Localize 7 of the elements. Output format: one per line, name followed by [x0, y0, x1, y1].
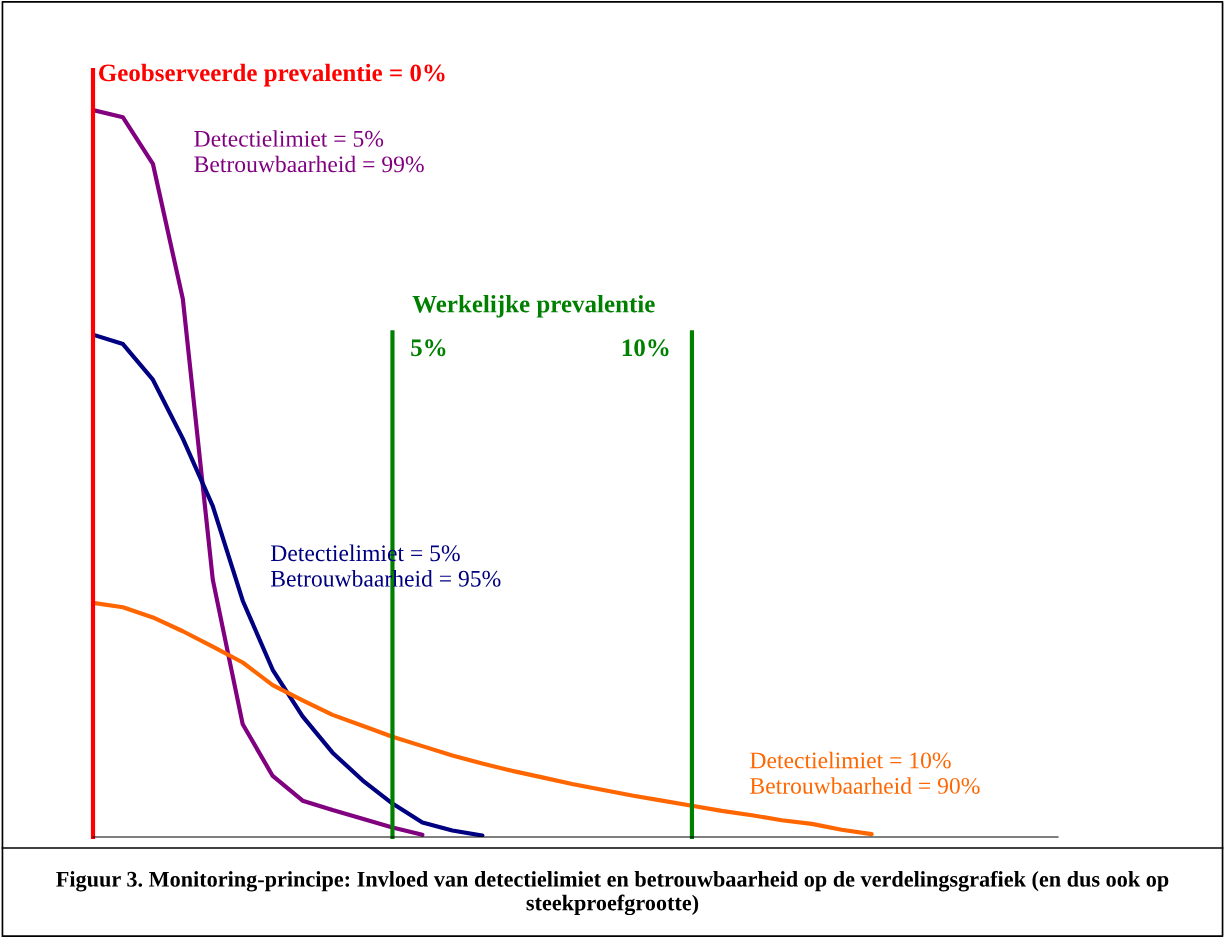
- annotation: 10%: [622, 339, 669, 357]
- annotation: 5%: [411, 339, 446, 357]
- text: Figuur 3. Monitoring-principe: Invloed van detectielimiet en betrouwbaarheid op de verdelingsgrafiek (en dus ook op steekproefgrootte): [56, 870, 1169, 916]
- series-label: Detectielimiet = 5% Betrouwbaarheid = 99%: [194, 130, 424, 173]
- text: Geobserveerde prevalentie = 0%: [99, 63, 445, 87]
- series-label: Detectielimiet = 10% Betrouwbaarheid = 90%: [750, 751, 980, 794]
- annotation: Werkelijke prevalentie: [412, 294, 655, 318]
